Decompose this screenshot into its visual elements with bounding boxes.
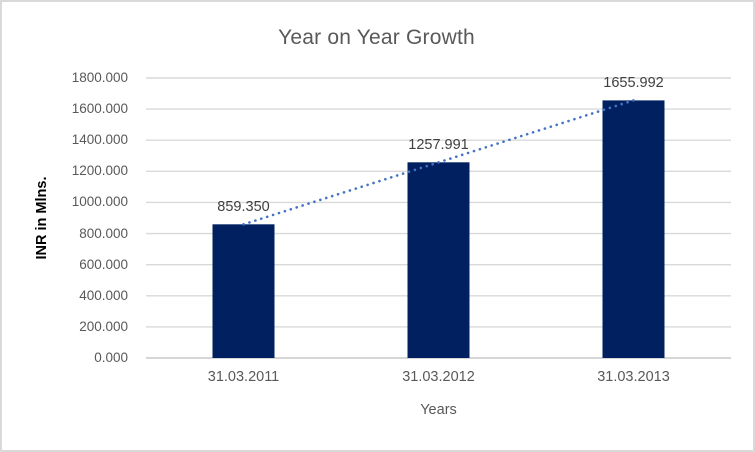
bar-31.03.2012 [407, 162, 470, 358]
chart-title-text: Year on Year Growth [278, 26, 475, 49]
y-axis-title: INR in Mlns. [34, 176, 50, 260]
bar-31.03.2013 [602, 100, 665, 358]
data-label: 859.350 [217, 199, 270, 216]
x-axis-title: Years [420, 402, 457, 418]
bar-31.03.2011 [212, 224, 275, 358]
y-tick-label: 1000.000 [71, 194, 128, 210]
x-tick-label: 31.03.2012 [402, 369, 475, 385]
x-tick-label: 31.03.2013 [597, 369, 670, 385]
y-tick-label: 800.000 [79, 225, 128, 241]
data-label: 1655.992 [603, 75, 664, 92]
y-tick-label: 1200.000 [71, 163, 128, 179]
chart-title: Year on Year Growth [0, 26, 755, 50]
y-tick-label: 1800.000 [71, 70, 128, 85]
data-label: 1257.991 [408, 137, 469, 154]
y-tick-label: 0.000 [94, 350, 128, 365]
y-tick-label: 200.000 [79, 318, 128, 334]
trendline [242, 99, 635, 226]
y-tick-label: 400.000 [79, 287, 128, 303]
y-tick-label: 1400.000 [71, 132, 128, 148]
x-tick-label: 31.03.2011 [207, 369, 280, 385]
y-tick-label: 1600.000 [71, 101, 128, 117]
y-tick-label: 600.000 [79, 256, 128, 272]
